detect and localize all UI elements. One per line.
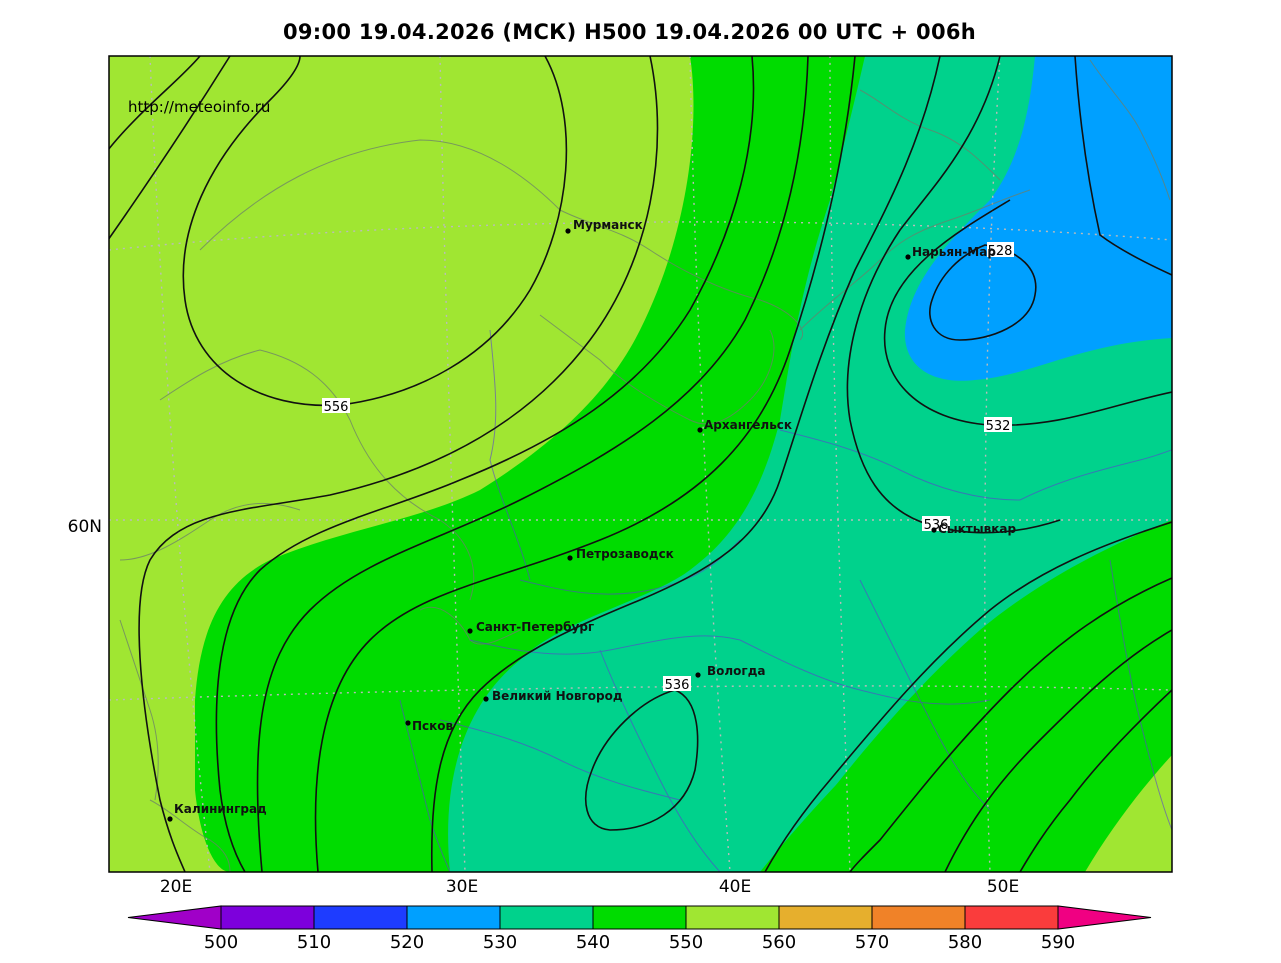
contour-548	[215, 56, 755, 872]
colorbar-segment	[499, 905, 594, 930]
map-title: 09:00 19.04.2026 (МСК) H500 19.04.2026 0…	[282, 20, 977, 44]
contour-label: 528	[988, 244, 1013, 259]
city-marker	[405, 720, 411, 726]
contour-se-2	[849, 577, 1172, 872]
city-label-saint-petersburg: Санкт-Петербург	[476, 620, 594, 634]
city-label-murmansk: Мурманск	[573, 218, 643, 232]
city-marker	[467, 628, 473, 634]
contour-540	[314, 56, 856, 872]
graticule	[109, 56, 1172, 872]
map-plot-area	[109, 56, 1172, 872]
colorbar-segment	[406, 905, 501, 930]
source-url: http://meteoinfo.ru	[128, 98, 270, 116]
city-label-syktyvkar: Сыктывкар	[938, 522, 1016, 536]
colorbar-segment	[220, 905, 315, 930]
fill-zone-520-530	[904, 56, 1172, 381]
contour-se-4	[1019, 689, 1172, 872]
lon-label-40e: 40E	[719, 877, 751, 897]
contour-556	[182, 56, 568, 407]
plot-frame	[108, 55, 1173, 873]
city-marker	[167, 816, 173, 822]
lon-label-30e: 30E	[446, 877, 478, 897]
contour-se-1	[764, 521, 1172, 872]
lon-label-50e: 50E	[987, 877, 1019, 897]
cities: Мурманск Нарьян-Мар Архангельск Сыктывка…	[167, 218, 1016, 822]
colorbar-tick-label: 500	[204, 932, 238, 953]
city-label-vologda: Вологда	[707, 664, 765, 678]
city-label-kaliningrad: Калининград	[174, 802, 267, 816]
colorbar-segment	[313, 905, 408, 930]
city-marker	[483, 696, 489, 702]
city-marker	[931, 527, 937, 533]
colorbar-tick-label: 540	[576, 932, 610, 953]
colorbar-tick-label: 590	[1041, 932, 1075, 953]
contour-east-1	[1074, 56, 1172, 276]
colorbar-segment	[871, 905, 966, 930]
colorbar-tick-label: 570	[855, 932, 889, 953]
colorbar-tick-label: 560	[762, 932, 796, 953]
lon-label-20e: 20E	[160, 877, 192, 897]
contour-label: 536	[665, 678, 690, 693]
contour-536-closed	[585, 689, 699, 831]
colorbar-segment	[778, 905, 873, 930]
colorbar-tick-label: 510	[297, 932, 331, 953]
city-label-arkhangelsk: Архангельск	[704, 418, 792, 432]
city-marker	[565, 228, 571, 234]
contour-528	[929, 244, 1037, 341]
contour-se-3	[944, 629, 1172, 872]
admin-borders	[399, 329, 1172, 872]
colorbar-segment	[592, 905, 687, 930]
lat-label-60n: 60N	[68, 517, 102, 537]
contour-532	[883, 199, 1172, 427]
fill-zone-550-560-southeast	[1085, 755, 1172, 872]
coastlines	[119, 59, 1171, 872]
contour-label: 532	[986, 419, 1011, 434]
contour-label: 556	[324, 400, 349, 415]
contour-552	[138, 56, 659, 872]
city-marker	[695, 672, 701, 678]
city-marker	[697, 427, 703, 433]
city-marker	[905, 254, 911, 260]
colorbar-tick-label: 530	[483, 932, 517, 953]
colorbar-tick-label: 550	[669, 932, 703, 953]
contour-outer-west-1	[109, 56, 201, 151]
contour-outer-west-2	[109, 56, 231, 240]
contour-532-arc	[846, 56, 1061, 534]
colorbar-arrow-low	[127, 905, 222, 930]
fill-zone-540-550-southeast	[770, 520, 1172, 872]
city-label-veliky-novgorod: Великий Новгород	[492, 689, 623, 703]
city-label-naryan-mar: Нарьян-Мар	[912, 245, 996, 259]
contour-544	[256, 56, 809, 872]
city-marker	[567, 555, 573, 561]
contour-536-main	[430, 56, 941, 872]
colorbar: 500 510 520 530 540 550 560 570 580 590	[127, 905, 1152, 953]
contour-label: 536	[924, 518, 949, 533]
contours	[109, 56, 1172, 872]
colorbar-arrow-high	[1057, 905, 1152, 930]
colorbar-tick-label: 520	[390, 932, 424, 953]
colorbar-segment	[964, 905, 1059, 930]
city-label-petrozavodsk: Петрозаводск	[576, 547, 674, 561]
colorbar-segment	[685, 905, 780, 930]
contour-labels: 556 528 532 536 536	[322, 242, 1014, 693]
city-label-pskov: Псков	[412, 719, 454, 733]
colorbar-tick-label: 580	[948, 932, 982, 953]
